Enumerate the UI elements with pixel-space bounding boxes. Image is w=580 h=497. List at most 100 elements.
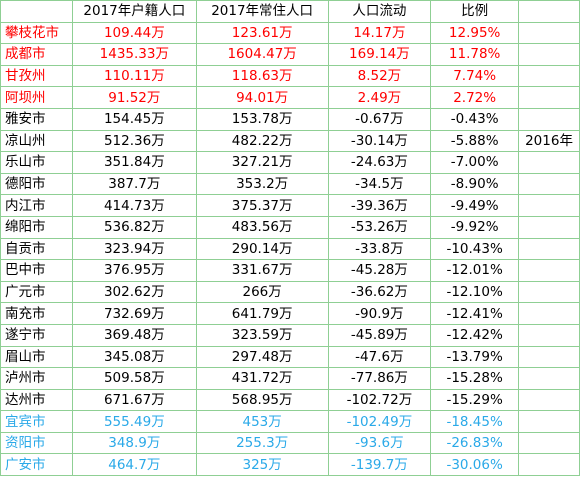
table-row: 凉山州 512.36万 482.22万 -30.14万 -5.88% 2016年 [0, 129, 580, 153]
year-note-cell [518, 280, 580, 304]
ratio-cell: -12.41% [430, 302, 520, 325]
resident-cell: 431.72万 [195, 367, 329, 390]
resident-cell: 1604.47万 [195, 43, 329, 66]
year-note-cell [518, 345, 580, 369]
flow-cell: -45.89万 [327, 323, 432, 347]
flow-cell: -34.5万 [327, 172, 432, 196]
city-cell: 遂宁市 [0, 323, 73, 347]
year-note-cell [518, 194, 580, 217]
table-row: 绵阳市 536.82万 483.56万 -53.26万 -9.92% [0, 215, 580, 239]
ratio-cell: -13.79% [430, 345, 520, 369]
resident-cell: 482.22万 [195, 129, 329, 153]
flow-cell: -33.8万 [327, 237, 432, 261]
flow-cell: -36.62万 [327, 280, 432, 304]
table-row: 雅安市 154.45万 153.78万 -0.67万 -0.43% [0, 107, 580, 131]
hukou-cell: 376.95万 [71, 259, 197, 282]
city-cell: 巴中市 [0, 259, 73, 282]
year-note-cell [518, 367, 580, 390]
resident-cell: 325万 [195, 453, 329, 477]
table-row: 阿坝州 91.52万 94.01万 2.49万 2.72% [0, 86, 580, 109]
resident-cell: 266万 [195, 280, 329, 304]
city-cell: 绵阳市 [0, 215, 73, 239]
hukou-cell: 91.52万 [71, 86, 197, 109]
hukou-cell: 536.82万 [71, 215, 197, 239]
flow-cell: -90.9万 [327, 302, 432, 325]
city-cell: 成都市 [0, 43, 73, 66]
hukou-cell: 512.36万 [71, 129, 197, 153]
city-cell: 攀枝花市 [0, 21, 73, 45]
year-note-cell [518, 43, 580, 66]
hukou-cell: 369.48万 [71, 323, 197, 347]
resident-cell: 453万 [195, 410, 329, 433]
year-note-cell [518, 151, 580, 174]
header-hukou: 2017年户籍人口 [71, 0, 197, 23]
ratio-cell: -26.83% [430, 431, 520, 455]
table-row: 自贡市 323.94万 290.14万 -33.8万 -10.43% [0, 237, 580, 261]
hukou-cell: 110.11万 [71, 64, 197, 88]
flow-cell: -45.28万 [327, 259, 432, 282]
ratio-cell: -18.45% [430, 410, 520, 433]
flow-cell: -53.26万 [327, 215, 432, 239]
year-note-cell [518, 431, 580, 455]
population-table: 2017年户籍人口 2017年常住人口 人口流动 比例 攀枝花市 109.44万 1… [0, 0, 580, 477]
flow-cell: -39.36万 [327, 194, 432, 217]
city-cell: 雅安市 [0, 107, 73, 131]
city-cell: 泸州市 [0, 367, 73, 390]
flow-cell: 8.52万 [327, 64, 432, 88]
resident-cell: 290.14万 [195, 237, 329, 261]
ratio-cell: -7.00% [430, 151, 520, 174]
year-note-cell [518, 323, 580, 347]
table-row: 广元市 302.62万 266万 -36.62万 -12.10% [0, 280, 580, 304]
flow-cell: 169.14万 [327, 43, 432, 66]
year-note-cell: 2016年 [518, 129, 580, 153]
resident-cell: 641.79万 [195, 302, 329, 325]
hukou-cell: 154.45万 [71, 107, 197, 131]
hukou-cell: 348.9万 [71, 431, 197, 455]
city-cell: 甘孜州 [0, 64, 73, 88]
header-row: 2017年户籍人口 2017年常住人口 人口流动 比例 [0, 0, 580, 23]
year-note-cell [518, 172, 580, 196]
header-ratio: 比例 [430, 0, 520, 23]
resident-cell: 94.01万 [195, 86, 329, 109]
flow-cell: 2.49万 [327, 86, 432, 109]
flow-cell: -0.67万 [327, 107, 432, 131]
ratio-cell: -12.01% [430, 259, 520, 282]
resident-cell: 255.3万 [195, 431, 329, 455]
table-row: 甘孜州 110.11万 118.63万 8.52万 7.74% [0, 64, 580, 88]
city-cell: 达州市 [0, 388, 73, 412]
resident-cell: 123.61万 [195, 21, 329, 45]
header-flow: 人口流动 [327, 0, 432, 23]
resident-cell: 327.21万 [195, 151, 329, 174]
table-row: 巴中市 376.95万 331.67万 -45.28万 -12.01% [0, 259, 580, 282]
table-body: 2017年户籍人口 2017年常住人口 人口流动 比例 攀枝花市 109.44万 1… [0, 0, 580, 477]
table-row: 遂宁市 369.48万 323.59万 -45.89万 -12.42% [0, 323, 580, 347]
hukou-cell: 1435.33万 [71, 43, 197, 66]
hukou-cell: 109.44万 [71, 21, 197, 45]
resident-cell: 297.48万 [195, 345, 329, 369]
resident-cell: 118.63万 [195, 64, 329, 88]
city-cell: 内江市 [0, 194, 73, 217]
ratio-cell: -15.28% [430, 367, 520, 390]
year-note-cell [518, 64, 580, 88]
year-note-cell [518, 388, 580, 412]
table-row: 眉山市 345.08万 297.48万 -47.6万 -13.79% [0, 345, 580, 369]
hukou-cell: 351.84万 [71, 151, 197, 174]
flow-cell: -102.72万 [327, 388, 432, 412]
ratio-cell: -8.90% [430, 172, 520, 196]
ratio-cell: -12.10% [430, 280, 520, 304]
header-resident: 2017年常住人口 [195, 0, 329, 23]
flow-cell: -77.86万 [327, 367, 432, 390]
hukou-cell: 302.62万 [71, 280, 197, 304]
ratio-cell: 11.78% [430, 43, 520, 66]
city-cell: 资阳市 [0, 431, 73, 455]
year-note-cell [518, 237, 580, 261]
ratio-cell: -5.88% [430, 129, 520, 153]
hukou-cell: 323.94万 [71, 237, 197, 261]
ratio-cell: -10.43% [430, 237, 520, 261]
table-row: 德阳市 387.7万 353.2万 -34.5万 -8.90% [0, 172, 580, 196]
ratio-cell: -15.29% [430, 388, 520, 412]
ratio-cell: -9.49% [430, 194, 520, 217]
city-cell: 阿坝州 [0, 86, 73, 109]
year-note-cell [518, 302, 580, 325]
city-cell: 德阳市 [0, 172, 73, 196]
